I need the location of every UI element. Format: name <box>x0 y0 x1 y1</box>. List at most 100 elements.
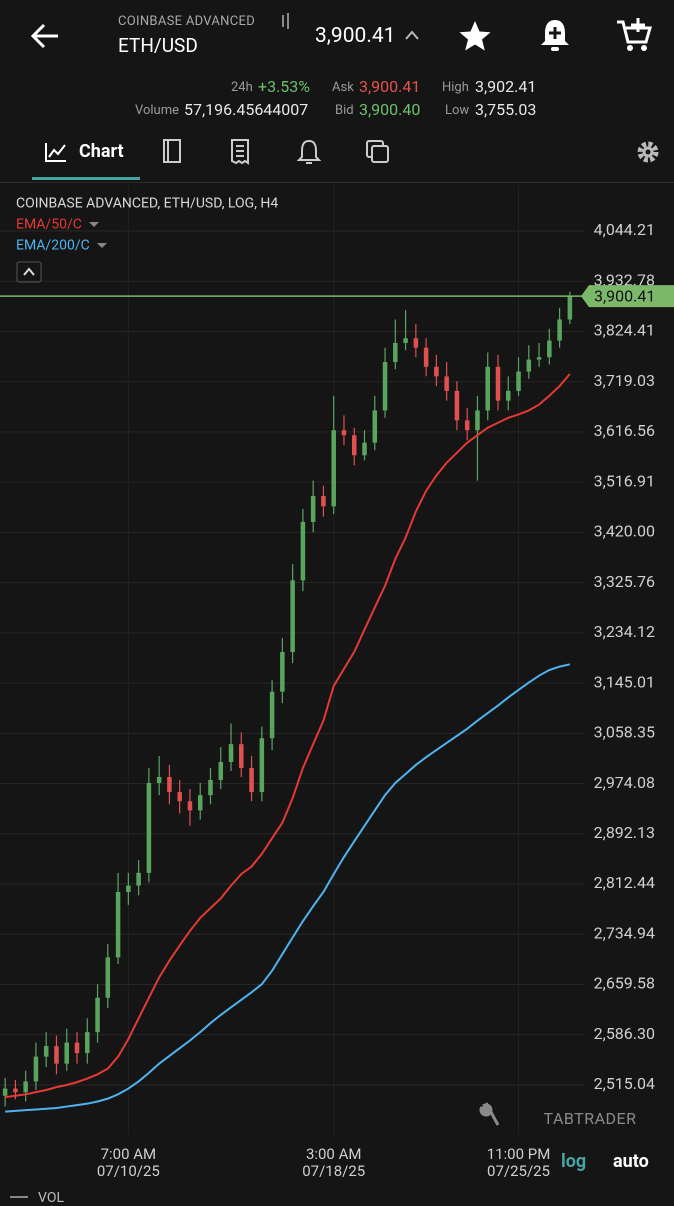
candle-body <box>351 435 357 456</box>
candle-body <box>321 495 326 507</box>
collapse-legend-button[interactable] <box>16 261 42 283</box>
candle-body <box>13 1088 18 1093</box>
candle-body <box>146 783 152 873</box>
x-tick-label: 7:00 AM 07/10/25 <box>96 1145 160 1180</box>
candle-body <box>95 997 100 1033</box>
chart-tab[interactable]: Chart <box>79 141 124 162</box>
candle-body <box>64 1042 69 1064</box>
candle-body <box>362 442 367 456</box>
candle-body <box>567 296 573 320</box>
settings-button[interactable] <box>636 140 660 164</box>
add-to-cart-button[interactable] <box>614 16 654 54</box>
candle-body <box>269 691 275 739</box>
back-button[interactable] <box>28 20 64 52</box>
candle-body <box>85 1032 90 1054</box>
add-alert-button[interactable] <box>538 17 572 53</box>
price-up-caret <box>405 30 419 40</box>
auto-scale-toggle[interactable]: auto <box>613 1151 649 1172</box>
candle-body <box>167 776 172 793</box>
chart-tab-icon[interactable] <box>44 141 68 163</box>
price-chart: COINBASE ADVANCED, ETH/USD, LOG, H4 TABT… <box>0 185 674 1135</box>
y-tick-label: 3,719.03 <box>594 371 655 390</box>
candle-body <box>197 795 203 811</box>
candle-body <box>413 338 419 348</box>
candle-body <box>454 390 460 421</box>
candle-body <box>218 761 224 780</box>
y-tick-label: 3,058.35 <box>594 723 655 742</box>
orders-tab[interactable] <box>228 138 252 166</box>
legend-entry: EMA/50/C <box>16 217 82 233</box>
candle-body <box>331 430 336 507</box>
candle-body <box>393 342 398 362</box>
candle-body <box>547 340 552 358</box>
candle-body <box>249 767 254 793</box>
candle-body <box>382 361 388 411</box>
y-tick-label: 2,974.08 <box>594 773 655 792</box>
y-tick-label: 3,516.91 <box>594 471 655 490</box>
candle-body <box>177 792 182 802</box>
candle-body <box>187 801 193 811</box>
candle-body <box>105 957 111 998</box>
candle-body <box>115 891 121 958</box>
legend-dropdown <box>89 222 99 227</box>
y-tick-label: 3,932.78 <box>594 270 655 289</box>
candle-body <box>434 366 439 377</box>
x-tick-label: 3:00 AM 07/18/25 <box>302 1145 366 1180</box>
watermark: TABTRADER <box>544 1109 637 1128</box>
candle-body <box>310 495 316 522</box>
change-label: 24h <box>231 80 253 95</box>
y-tick-label: 3,325.76 <box>594 572 655 591</box>
candle-body <box>23 1081 28 1093</box>
candle-body <box>239 744 244 768</box>
favorite-button[interactable] <box>458 19 492 53</box>
exchange-name: COINBASE ADVANCED <box>118 14 256 29</box>
candle-body <box>280 651 285 692</box>
candle-body <box>228 744 234 762</box>
y-tick-label: 3,824.41 <box>594 321 655 340</box>
high-value: 3,902.41 <box>475 77 537 96</box>
candle-body <box>444 376 449 391</box>
candle-body <box>156 776 162 784</box>
candle-body <box>208 779 213 796</box>
ask-value: 3,900.41 <box>359 77 421 96</box>
ask-label: Ask <box>332 80 354 95</box>
candle-body <box>495 366 501 401</box>
y-tick-label: 3,145.01 <box>594 672 655 691</box>
y-tick-label: 2,734.94 <box>594 923 655 942</box>
legend-entry: EMA/200/C <box>16 238 90 254</box>
candle-body <box>126 885 131 892</box>
volume-label: Volume <box>135 103 180 118</box>
x-tick-label: 11:00 PM 07/25/25 <box>486 1145 551 1180</box>
candle-body <box>423 347 429 367</box>
high-label: High <box>442 80 469 95</box>
positions-tab[interactable] <box>364 138 392 166</box>
divider <box>0 182 674 183</box>
y-tick-label: 3,420.00 <box>594 522 655 541</box>
bid-value: 3,900.40 <box>359 100 421 119</box>
chart-title: COINBASE ADVANCED, ETH/USD, LOG, H4 <box>16 196 278 212</box>
candle-body <box>506 390 511 401</box>
alerts-tab[interactable] <box>297 138 321 166</box>
y-tick-label: 4,044.21 <box>594 220 655 239</box>
orderbook-tab[interactable] <box>160 138 184 166</box>
last-price-label: 3,900.41 <box>594 286 655 305</box>
candle-body <box>300 521 306 581</box>
candle-body <box>341 430 347 436</box>
y-tick-label: 2,586.30 <box>594 1024 655 1043</box>
header-price: 3,900.41 <box>315 24 396 48</box>
exchange-icon <box>282 13 289 29</box>
candle-body <box>290 580 295 652</box>
candle-body <box>33 1056 39 1082</box>
y-tick-label: 2,659.58 <box>594 974 655 993</box>
low-value: 3,755.03 <box>475 100 537 119</box>
candle-body <box>136 872 141 886</box>
y-tick-label: 3,616.56 <box>594 421 655 440</box>
log-scale-toggle[interactable]: log <box>561 1151 587 1172</box>
candle-body <box>403 338 408 343</box>
candle-body <box>516 371 521 391</box>
pair-name[interactable]: ETH/USD <box>118 34 198 57</box>
low-label: Low <box>445 103 470 118</box>
legend-dropdown <box>97 243 107 248</box>
candle-body <box>557 319 562 341</box>
